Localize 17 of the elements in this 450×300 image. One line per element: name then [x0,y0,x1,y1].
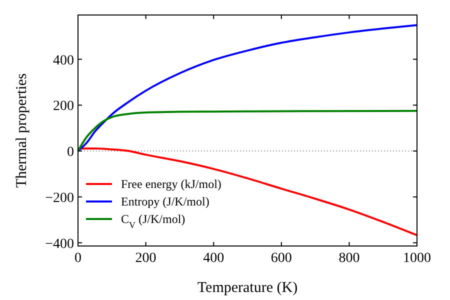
x-tick-label: 600 [270,251,292,266]
x-tick-label: 800 [338,251,360,266]
line-series [77,110,418,152]
line-series [77,24,418,152]
y-tick-label: −400 [45,236,74,252]
x-axis-title: Temperature (K) [197,280,298,296]
x-tick-label: 200 [135,251,156,266]
y-tick-label: 0 [67,145,74,160]
y-tick-label: 200 [53,99,74,114]
legend-label: C$_{V}$ (J/K/mol) [121,212,186,230]
legend-label: Entropy (J/K/mol) [121,194,210,208]
y-tick-label: −200 [45,190,74,206]
y-axis-title: Thermal properties [14,73,30,188]
y-tick-label: 400 [53,53,74,68]
x-tick-label: 400 [203,251,224,266]
x-tick-label: 1000 [403,251,431,266]
legend-label: Free energy (kJ/mol) [121,177,222,191]
